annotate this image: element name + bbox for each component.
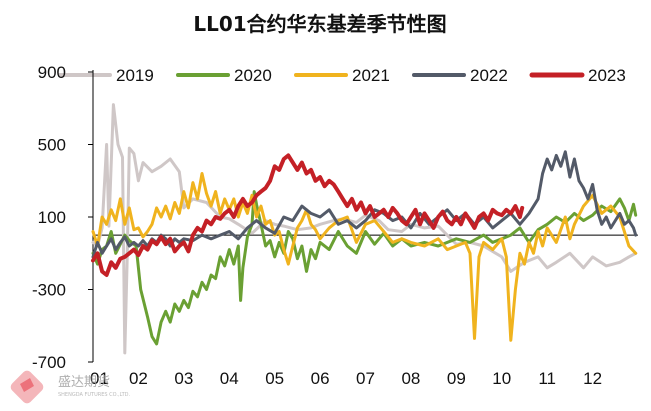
watermark-logo: 盛达期货 SHENGDA FUTURES CO.,LTD. xyxy=(10,370,131,404)
y-tick-label: -700 xyxy=(32,353,66,372)
x-tick-label: 09 xyxy=(447,369,466,388)
y-tick-label: -300 xyxy=(32,281,66,300)
logo-text: 盛达期货 xyxy=(58,374,110,390)
legend: 2019 2020 2021 2022 2023 xyxy=(58,66,626,85)
series-line-2021 xyxy=(91,172,638,342)
legend-label: 2020 xyxy=(234,66,272,85)
x-tick-label: 02 xyxy=(129,369,148,388)
y-tick-label: 100 xyxy=(38,208,66,227)
x-tick-label: 04 xyxy=(220,369,239,388)
legend-label: 2023 xyxy=(588,66,626,85)
legend-item-2020: 2020 xyxy=(176,66,272,85)
series-line-2020 xyxy=(91,190,638,346)
legend-item-2021: 2021 xyxy=(294,66,390,85)
x-tick-label: 05 xyxy=(265,369,284,388)
x-tick-label: 12 xyxy=(583,369,602,388)
legend-item-2023: 2023 xyxy=(529,66,626,85)
x-tick-label: 07 xyxy=(356,369,375,388)
legend-label: 2022 xyxy=(470,66,508,85)
x-tick-label: 10 xyxy=(492,369,511,388)
axes: 900 500 100 -300 -700 01 02 03 04 05 06 07 08 09 10 11 1… xyxy=(32,63,638,388)
plot-area xyxy=(91,103,638,355)
x-tick-label: 01 xyxy=(90,369,109,388)
legend-label: 2019 xyxy=(116,66,154,85)
x-tick-label: 06 xyxy=(311,369,330,388)
logo-subtext: SHENGDA FUTURES CO.,LTD. xyxy=(58,392,131,398)
x-tick-label: 08 xyxy=(401,369,420,388)
chart-title: LL01合约华东基差季节性图 xyxy=(193,12,446,36)
x-tick-label: 11 xyxy=(538,369,556,388)
x-tick-label: 03 xyxy=(174,369,193,388)
y-tick-label: 900 xyxy=(38,63,66,82)
logo-icon xyxy=(10,370,44,404)
legend-item-2019: 2019 xyxy=(58,66,154,85)
series-line-2023 xyxy=(91,153,525,277)
legend-item-2022: 2022 xyxy=(412,66,508,85)
legend-label: 2021 xyxy=(352,66,390,85)
y-tick-label: 500 xyxy=(38,136,66,155)
